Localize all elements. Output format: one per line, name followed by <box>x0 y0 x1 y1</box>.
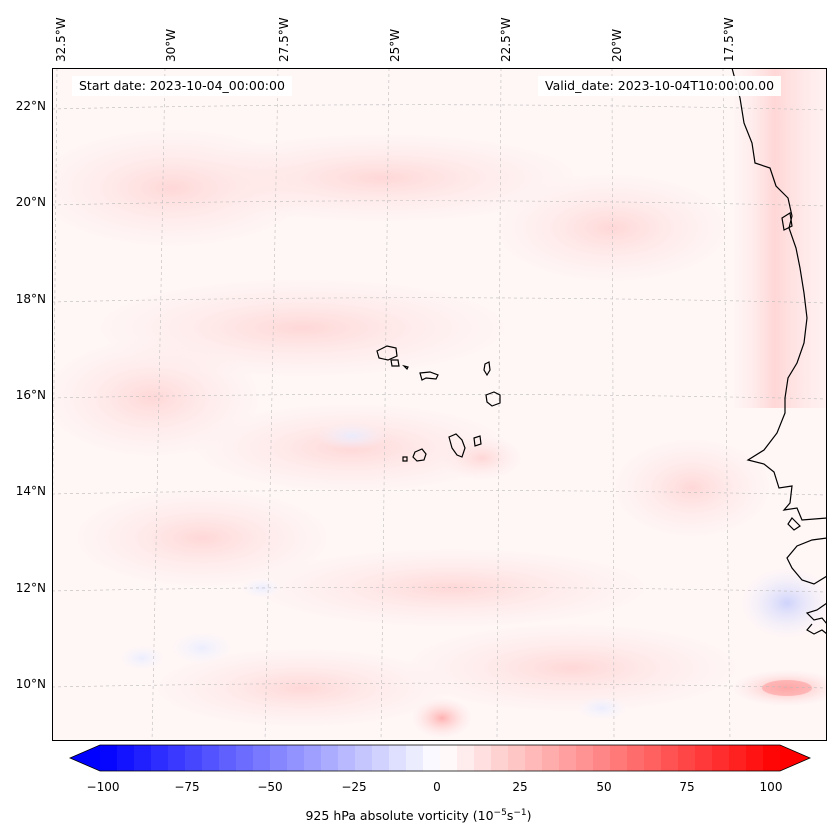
colorbar-label-mid: s <box>506 808 514 824</box>
colorbar-label: 925 hPa absolute vorticity (10−5s−1) <box>0 808 837 823</box>
colorbar-tick-0: 0 <box>433 780 441 794</box>
colorbar-outline <box>68 744 812 772</box>
colorbar-segment <box>338 745 356 771</box>
colorbar-segment <box>219 745 237 771</box>
graticule <box>52 68 827 741</box>
island-maio <box>473 435 482 447</box>
colorbar-max-extend <box>780 745 810 771</box>
colorbar-segment <box>168 745 186 771</box>
island-santo-antao <box>376 345 398 361</box>
colorbar-segment <box>695 745 713 771</box>
lat-label-10n: 10°N <box>15 677 46 691</box>
colorbar-tick-50: 50 <box>596 780 612 794</box>
colorbar-segment <box>576 745 594 771</box>
lon-label-32.5w: 32.5°W <box>54 17 68 62</box>
guinea-coast <box>806 623 827 635</box>
colorbar-tick-neg75: −75 <box>174 780 200 794</box>
lon-label-17.5w: 17.5°W <box>722 17 736 62</box>
colorbar-segment <box>474 745 492 771</box>
island-sao-vicente <box>390 359 400 367</box>
colorbar-segment <box>627 745 645 771</box>
colorbar-tick-neg50: −50 <box>257 780 283 794</box>
colorbar-segment <box>287 745 305 771</box>
colorbar-segment <box>423 745 441 771</box>
island-sao-nicolau <box>419 371 439 381</box>
colorbar-segment <box>304 745 322 771</box>
colorbar-segment <box>763 745 781 771</box>
colorbar-label-exp2: −1 <box>513 808 527 818</box>
island-fogo <box>412 448 427 462</box>
colorbar-segment <box>270 745 288 771</box>
coastline <box>731 68 827 635</box>
start-date-label: Start date: 2023-10-04_00:00:00 <box>72 76 292 96</box>
colorbar-segment <box>134 745 152 771</box>
colorbar-segment <box>355 745 373 771</box>
guinea-bissau-coast <box>805 602 827 625</box>
lon-label-30w: 30°W <box>164 28 178 62</box>
island-santiago <box>448 433 466 458</box>
island-boa-vista <box>485 391 501 407</box>
colorbar-segment <box>100 745 118 771</box>
colorbar-segment <box>729 745 747 771</box>
colorbar-tick-100: 100 <box>759 780 783 794</box>
colorbar-segment <box>236 745 254 771</box>
colorbar-label-end: ) <box>526 808 532 824</box>
colorbar-segment <box>151 745 169 771</box>
lat-label-12n: 12°N <box>15 581 46 595</box>
colorbar-segment <box>542 745 560 771</box>
colorbar-segment <box>321 745 339 771</box>
colorbar-segment <box>372 745 390 771</box>
colorbar-min-extend <box>70 745 100 771</box>
africa-coastline <box>731 68 827 521</box>
colorbar-segment <box>559 745 577 771</box>
colorbar-segment <box>253 745 271 771</box>
colorbar-label-main: 925 hPa absolute vorticity (10 <box>305 808 494 824</box>
colorbar-segment <box>661 745 679 771</box>
lon-label-22.5w: 22.5°W <box>499 17 513 62</box>
lon-label-27.5w: 27.5°W <box>277 17 291 62</box>
map-panel[interactable] <box>52 68 827 741</box>
lon-label-25w: 25°W <box>388 28 402 62</box>
colorbar-tick-neg100: −100 <box>86 780 120 794</box>
valid-date-label: Valid_date: 2023-10-04T10:00:00.00 <box>538 76 782 96</box>
colorbar-label-exp1: −5 <box>493 808 507 818</box>
map-frame <box>52 68 827 741</box>
lat-label-18n: 18°N <box>15 292 46 306</box>
colorbar-segment <box>593 745 611 771</box>
senegal-gambia-coast <box>786 537 827 585</box>
colorbar <box>68 744 812 772</box>
colorbar-segment <box>389 745 407 771</box>
colorbar-segment <box>678 745 696 771</box>
vorticity-map[interactable] <box>52 68 827 741</box>
cape-verde-islands <box>376 345 501 462</box>
colorbar-segment <box>185 745 203 771</box>
colorbar-segment <box>491 745 509 771</box>
lat-label-22n: 22°N <box>15 99 46 113</box>
lon-label-20w: 20°W <box>610 28 624 62</box>
colorbar-tick-25: 25 <box>512 780 528 794</box>
colorbar-segment <box>457 745 475 771</box>
colorbar-tick-neg25: −25 <box>341 780 367 794</box>
island-sal <box>483 361 491 377</box>
island-santa-luzia <box>402 364 409 371</box>
colorbar-segment <box>610 745 628 771</box>
colorbar-segment <box>117 745 135 771</box>
colorbar-segment <box>746 745 764 771</box>
lat-label-14n: 14°N <box>15 484 46 498</box>
colorbar-segment <box>644 745 662 771</box>
colorbar-segment <box>406 745 424 771</box>
colorbar-segment <box>202 745 220 771</box>
colorbar-tick-75: 75 <box>679 780 695 794</box>
vorticity-field <box>52 68 827 738</box>
colorbar-segment <box>525 745 543 771</box>
lat-label-20n: 20°N <box>15 195 46 209</box>
island-brava <box>402 456 408 462</box>
lat-label-16n: 16°N <box>15 388 46 402</box>
colorbar-segment <box>508 745 526 771</box>
colorbar-segment <box>712 745 730 771</box>
colorbar-segment <box>440 745 458 771</box>
